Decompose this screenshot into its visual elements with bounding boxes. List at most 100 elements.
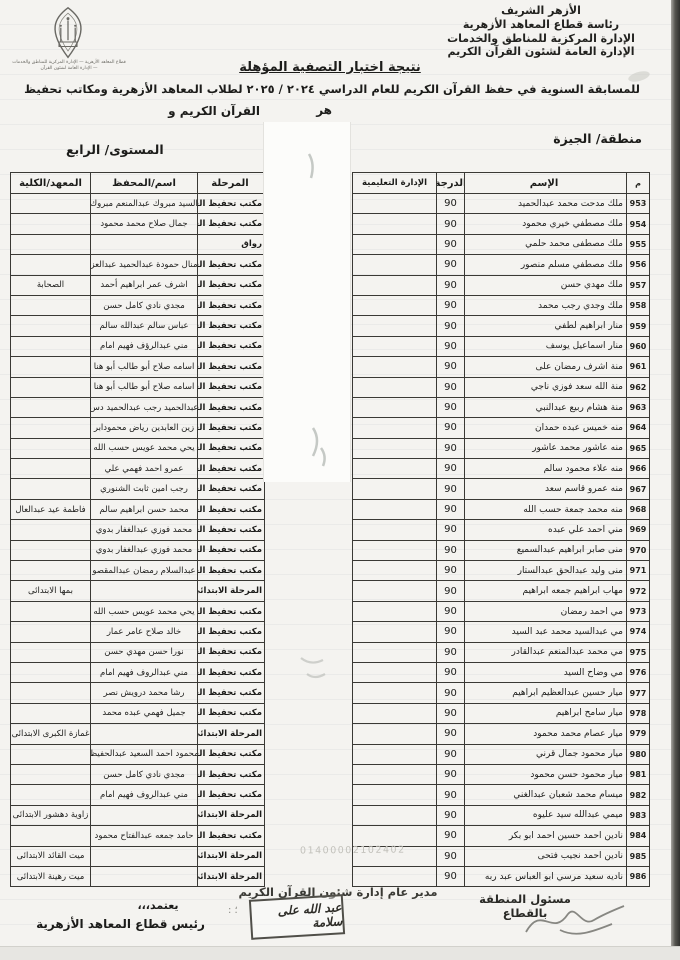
institute-name	[11, 418, 90, 437]
row-number: 985	[626, 846, 649, 866]
stage-value: مكتب تحفيظ القر	[197, 214, 264, 234]
student-name: منه عمرو قاسم سعد	[464, 479, 626, 499]
grade-value: 90	[436, 683, 464, 703]
teacher-name: حامد جمعه عبدالفتاح محمود	[90, 826, 197, 846]
org-line: الإدارة المركزية للمناطق والخدمات	[447, 31, 635, 45]
row-number: 978	[626, 703, 649, 724]
logo-caption: قطاع المعاهد الأزهرية — الإدارة المركزية…	[12, 60, 126, 71]
admin-value	[353, 418, 436, 437]
admin-value	[353, 479, 436, 498]
table-row: مكتب تحفيظ القر يحي محمد عويس حسب الله	[11, 601, 264, 623]
stage-value: مكتب تحفيظ القر	[197, 357, 264, 377]
approver-title-label: رئيس قطاع المعاهد الأزهرية	[36, 917, 205, 931]
stage-value: مكتب تحفيظ القر	[197, 826, 264, 846]
institute-name	[11, 378, 90, 397]
stage-value: مكتب تحفيظ القر	[197, 255, 264, 275]
table-row: 985 نادين احمد نجيب فتحى 90	[353, 846, 649, 867]
table-row: 966 منه علاء محمود سالم 90	[353, 459, 649, 480]
student-name: مني احمد علي عبده	[464, 520, 626, 540]
student-name: مي محمد عبدالمنعم عبدالقادر	[464, 642, 626, 662]
student-name: مي عبدالسيد محمد عبد السيد	[464, 622, 626, 642]
stage-value: مكتب تحفيظ القر	[197, 785, 264, 805]
table-row: 978 ميار سامح ابراهيم 90	[353, 703, 649, 725]
grade-value: 90	[436, 438, 464, 459]
student-name: منار ابراهيم لطفي	[464, 316, 626, 336]
admin-value	[353, 663, 436, 682]
grade-value: 90	[436, 336, 464, 357]
teacher-name	[90, 805, 197, 826]
table-row: 986 ناديه سعيد مرسي ابو العباس عبد ربه 9…	[353, 866, 649, 887]
document-subtitle: للمسابقة السنوية في حفظ القرآن الكريم لل…	[24, 82, 640, 96]
row-number: 954	[626, 214, 649, 234]
grade-value: 90	[436, 601, 464, 622]
teacher-name	[90, 724, 197, 744]
region-label: منطقة/ الجيزة	[553, 131, 642, 146]
institute-name	[11, 357, 90, 376]
col-header-name: الإسم	[464, 173, 626, 193]
admin-value	[353, 826, 436, 845]
org-line: رئاسة قطاع المعاهد الأزهرية	[462, 17, 620, 31]
table-row: 964 منه خميس عبده حمدان 90	[353, 418, 649, 439]
table-row: 955 ملك مصطفى محمد حلمي 90	[353, 234, 649, 256]
table-row: مكتب تحفيظ القر محمد فوزي عبدالغفار بدوي	[11, 520, 264, 541]
row-number: 955	[626, 234, 649, 255]
stage-value: مكتب تحفيظ القر	[197, 662, 264, 683]
grade-value: 90	[436, 479, 464, 499]
row-number: 973	[626, 601, 649, 622]
grade-value: 90	[436, 744, 464, 764]
teacher-name: رجب امين ثابت الشنوري	[90, 479, 197, 499]
grade-value: 90	[436, 377, 464, 397]
table-row: 971 منى وليد عبدالحق عبدالستار 90	[353, 561, 649, 582]
teacher-name: عبدالحميد رجب عبدالحميد دس	[90, 397, 197, 418]
table-row: مكتب تحفيظ القر جمال صلاح محمد محمود	[11, 214, 264, 235]
grade-value: 90	[436, 295, 464, 316]
grade-value: 90	[436, 622, 464, 642]
teacher-name: يحي محمد عويس حسب الله	[90, 601, 197, 622]
stage-value: مكتب تحفيظ القر	[197, 438, 264, 459]
row-number: 986	[626, 866, 649, 887]
institute-name	[11, 255, 90, 274]
institute-name	[11, 235, 90, 254]
table-row: مكتب تحفيظ القر نورا حسن مهدي حسن	[11, 642, 264, 663]
row-number: 980	[626, 744, 649, 764]
grade-value: 90	[436, 826, 464, 846]
stage-value: مكتب تحفيظ القر	[197, 703, 264, 724]
table-row: مكتب تحفيظ القر عبدالسلام رمضان عبدالمقص…	[11, 561, 264, 582]
row-number: 960	[626, 336, 649, 357]
institute-name	[11, 622, 90, 641]
admin-value	[353, 561, 436, 580]
teacher-name: اسامه صلاح أبو طالب أبو هنا	[90, 377, 197, 397]
admin-value	[353, 867, 436, 886]
stage-value: المرحلة الابتدائي	[197, 805, 264, 826]
institute-name: بمها الابتدائى	[28, 586, 73, 597]
teacher-name: محمد فوزي عبدالغفار بدوي	[90, 520, 197, 540]
student-name: منار اسماعيل يوسف	[464, 336, 626, 357]
grade-value: 90	[436, 214, 464, 234]
stage-value: المرحلة الابتدائي	[197, 866, 264, 887]
grade-value: 90	[436, 846, 464, 866]
teacher-name: عباس سالم عبدالله سالم	[90, 316, 197, 336]
row-number: 966	[626, 459, 649, 479]
stage-value: المرحلة الابتدائي	[197, 724, 264, 744]
admin-value	[353, 459, 436, 478]
institute-name: زاوية دهشور الابتدائى	[12, 810, 89, 821]
student-name: ملك مدحت محمد عبدالحميد	[464, 194, 626, 214]
teacher-name: السيد مبروك عبدالمنعم مبروك	[90, 194, 197, 214]
teacher-name: مني عبدالرؤف فهيم امام	[90, 336, 197, 357]
row-number: 970	[626, 540, 649, 561]
teacher-name: مجدي نادي كامل حسن	[90, 295, 197, 316]
teacher-name: رشا محمد درويش نصر	[90, 683, 197, 703]
institute-name	[11, 337, 90, 356]
student-name: ملك مصطفي خيري محمود	[464, 214, 626, 234]
row-number: 961	[626, 357, 649, 377]
student-name: مي وضاح السيد	[464, 662, 626, 683]
stage-value: المرحلة الابتدائي	[197, 581, 264, 601]
row-number: 984	[626, 826, 649, 846]
institute-name	[11, 826, 90, 845]
institute-name	[11, 704, 90, 723]
admin-value	[353, 276, 436, 295]
admin-value	[353, 643, 436, 662]
table-row: 984 نادين احمد حسين احمد ابو بكر 90	[353, 826, 649, 847]
approval-label: يعتمد،،،	[137, 899, 179, 912]
stage-value: مكتب تحفيظ القر	[197, 622, 264, 642]
